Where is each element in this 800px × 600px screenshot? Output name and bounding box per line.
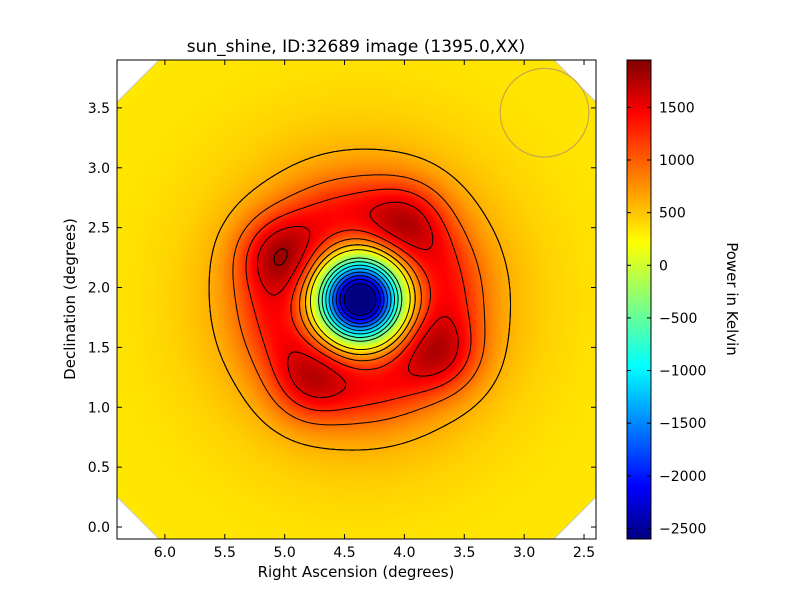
contour-line xyxy=(325,264,395,335)
contour-line xyxy=(321,261,399,338)
contour-line xyxy=(232,174,486,426)
plot-frame xyxy=(116,59,597,540)
contour-line xyxy=(257,201,459,398)
x-tick-label: 5.5 xyxy=(214,545,236,561)
colorbar-tick-label: 0 xyxy=(659,258,668,274)
y-tick-label: 2.0 xyxy=(88,281,110,297)
colorbar-gradient xyxy=(626,59,652,540)
x-tick-label: 6.0 xyxy=(154,545,176,561)
corner-mask xyxy=(553,496,596,539)
y-tick-label: 2.5 xyxy=(88,221,110,237)
colorbar-tick-label: −1500 xyxy=(659,416,706,432)
contour-line xyxy=(339,279,381,321)
y-axis-label: Declination (degrees) xyxy=(61,218,79,380)
contour-line xyxy=(208,148,511,451)
y-tick-label: 0.5 xyxy=(88,460,110,476)
x-tick-label: 4.0 xyxy=(393,545,415,561)
colorbar-tick-label: −1000 xyxy=(659,364,706,380)
y-axis: 0.0 0.5 1.0 1.5 2.0 2.5 3.0 3.5 xyxy=(88,101,596,536)
colorbar-tick-label: −2500 xyxy=(659,521,706,537)
colorbar-ticks: −2500 −2000 −1500 −1000 −500 0 500 1000 1500 xyxy=(627,100,706,537)
contour-line xyxy=(343,283,377,316)
y-tick-label: 3.0 xyxy=(88,161,110,177)
colorbar-label: Power in Kelvin xyxy=(723,242,741,356)
colorbar-tick-label: −500 xyxy=(659,311,697,327)
contour-line xyxy=(309,249,411,350)
y-tick-label: 0.0 xyxy=(88,520,110,536)
corner-mask xyxy=(117,496,160,539)
x-tick-label: 2.5 xyxy=(573,545,595,561)
colorbar-tick-label: −2000 xyxy=(659,469,706,485)
y-tick-label: 1.5 xyxy=(88,340,110,356)
x-tick-label: 3.0 xyxy=(513,545,535,561)
contour-line xyxy=(328,268,392,331)
x-tick-label: 3.5 xyxy=(453,545,475,561)
beam-circle xyxy=(499,67,590,158)
heatmap-image xyxy=(117,60,596,539)
contour-line xyxy=(335,275,385,324)
colorbar-tick-label: 500 xyxy=(659,206,686,222)
x-axis-label: Right Ascension (degrees) xyxy=(258,563,455,581)
x-tick-label: 5.0 xyxy=(274,545,296,561)
y-tick-label: 3.5 xyxy=(88,101,110,117)
x-tick-label: 4.5 xyxy=(333,545,355,561)
contour-line xyxy=(332,271,388,328)
corner-mask xyxy=(117,60,160,103)
contour-line xyxy=(318,257,403,342)
x-axis: 6.0 5.5 5.0 4.5 4.0 3.5 3.0 2.5 xyxy=(154,60,595,561)
plot-area xyxy=(117,60,596,539)
chart-title: sun_shine, ID:32689 image (1395.0,XX) xyxy=(187,37,525,57)
colorbar-tick-label: 1500 xyxy=(659,100,695,116)
contour-line xyxy=(245,188,472,412)
contour-line xyxy=(273,248,288,266)
contour-lines xyxy=(208,148,511,451)
y-tick-label: 1.0 xyxy=(88,400,110,416)
colorbar: −2500 −2000 −1500 −1000 −500 0 500 1000 1500 Pow… xyxy=(626,59,741,540)
colorbar-tick-label: 1000 xyxy=(659,153,695,169)
